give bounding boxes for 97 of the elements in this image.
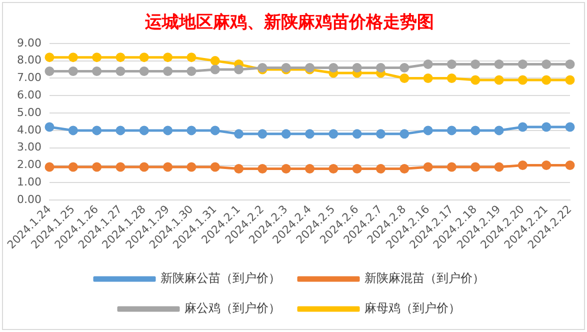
point (470, 126, 480, 136)
point (565, 122, 575, 132)
y-tick-label: 6.00 (16, 88, 42, 102)
point (518, 122, 528, 132)
point (352, 129, 362, 139)
y-tick-label: 0.00 (16, 192, 42, 206)
point (470, 75, 480, 85)
point (423, 60, 433, 70)
legend-label: 麻公鸡（到户价） (184, 301, 280, 316)
point (423, 73, 433, 83)
point (446, 126, 456, 136)
point (139, 52, 149, 62)
point (186, 66, 196, 76)
point (281, 129, 291, 139)
point (328, 129, 338, 139)
point (210, 56, 220, 66)
chart-title: 运城地区麻鸡、新陕麻鸡苗价格走势图 (144, 12, 434, 32)
y-tick-label: 3.00 (16, 140, 42, 154)
point (44, 162, 54, 172)
point (565, 75, 575, 85)
point (518, 60, 528, 70)
y-tick-label: 8.00 (16, 54, 42, 67)
y-tick-label: 5.00 (16, 106, 42, 119)
point (163, 126, 173, 136)
point (234, 129, 244, 139)
point (328, 164, 338, 174)
point (186, 52, 196, 62)
point (328, 63, 338, 73)
point (92, 66, 102, 76)
point (44, 66, 54, 76)
point (542, 60, 552, 70)
y-tick-label: 7.00 (16, 71, 42, 84)
point (423, 126, 433, 136)
point (446, 60, 456, 70)
point (116, 126, 126, 136)
point (400, 63, 410, 73)
point (163, 66, 173, 76)
legend-label: 麻母鸡（到户价） (364, 301, 460, 316)
point (258, 164, 268, 174)
point (470, 60, 480, 70)
point (494, 162, 504, 172)
point (68, 162, 78, 172)
point (234, 164, 244, 174)
point (376, 129, 386, 139)
legend-label: 新陕麻混苗（到户价） (364, 271, 484, 286)
point (92, 162, 102, 172)
point (68, 126, 78, 136)
point (281, 164, 291, 174)
point (116, 66, 126, 76)
point (92, 126, 102, 136)
point (542, 122, 552, 132)
point (376, 164, 386, 174)
point (565, 60, 575, 70)
y-tick-label: 1.00 (16, 176, 42, 189)
point (352, 164, 362, 174)
point (44, 122, 54, 132)
point (494, 75, 504, 85)
point (163, 162, 173, 172)
point (494, 126, 504, 136)
point (116, 52, 126, 62)
point (186, 126, 196, 136)
point (304, 164, 314, 174)
y-tick-label: 2.00 (16, 158, 42, 172)
point (210, 162, 220, 172)
legend-label: 新陕麻公苗（到户价） (160, 271, 280, 286)
point (376, 63, 386, 73)
point (400, 129, 410, 139)
point (210, 64, 220, 74)
point (352, 63, 362, 73)
point (139, 66, 149, 76)
point (139, 126, 149, 136)
point (44, 52, 54, 62)
point (163, 52, 173, 62)
point (542, 75, 552, 85)
point (470, 162, 480, 172)
point (400, 164, 410, 174)
point (518, 75, 528, 85)
point (423, 162, 433, 172)
point (210, 126, 220, 136)
point (565, 160, 575, 170)
y-tick-label: 9.00 (16, 36, 42, 50)
point (92, 52, 102, 62)
point (446, 73, 456, 83)
point (494, 60, 504, 70)
point (258, 129, 268, 139)
point (234, 64, 244, 74)
point (304, 129, 314, 139)
point (68, 66, 78, 76)
y-tick-label: 4.00 (16, 123, 42, 136)
point (400, 73, 410, 83)
point (446, 162, 456, 172)
point (518, 160, 528, 170)
point (68, 52, 78, 62)
point (139, 162, 149, 172)
point (186, 162, 196, 172)
point (116, 162, 126, 172)
point (542, 160, 552, 170)
